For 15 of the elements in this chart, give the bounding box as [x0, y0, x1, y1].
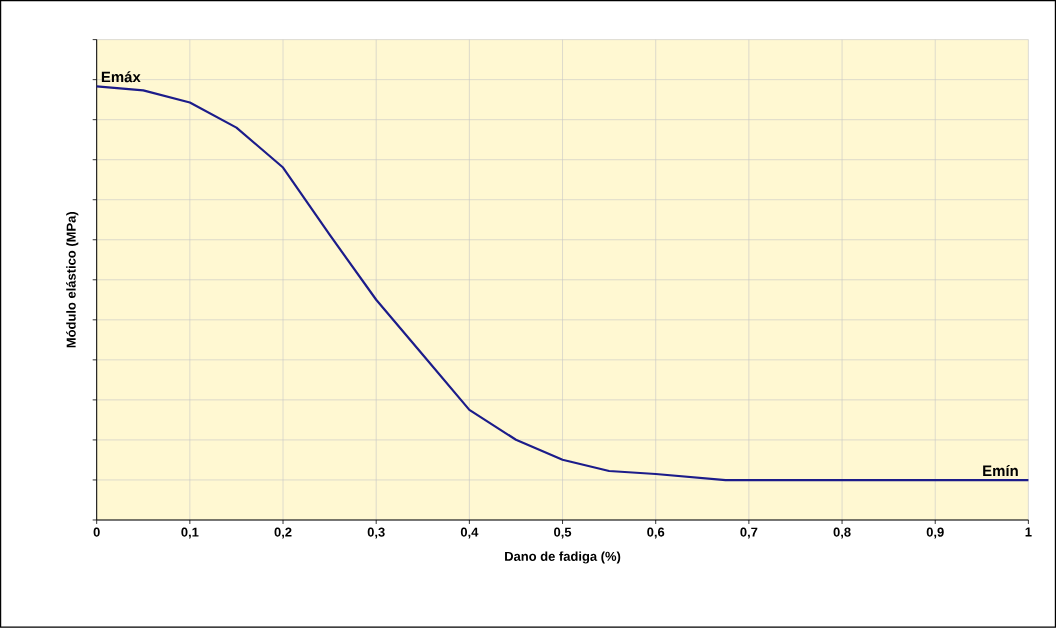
x-tick-label: 1 [1025, 527, 1032, 537]
x-tick-label: 0,1 [181, 527, 199, 539]
x-tick-label: 0,6 [647, 527, 665, 539]
x-tick-label: 0,4 [460, 527, 479, 539]
x-tick-label: 0 [93, 527, 100, 537]
x-tick-label: 0,8 [833, 527, 851, 539]
x-tick-label: 0,3 [367, 527, 385, 539]
x-tick-label: 0,7 [740, 527, 758, 539]
x-tick-label: 0,2 [274, 527, 292, 539]
annotation: Emín [983, 465, 1018, 477]
annotation: Emáx [101, 71, 141, 83]
x-tick-label: 0,9 [926, 527, 944, 539]
y-axis-title: Módulo elástico (MPa) [66, 212, 79, 348]
x-axis-title: Dano de fadiga (%) [505, 551, 621, 564]
x-tick-label: 0,5 [554, 527, 572, 539]
